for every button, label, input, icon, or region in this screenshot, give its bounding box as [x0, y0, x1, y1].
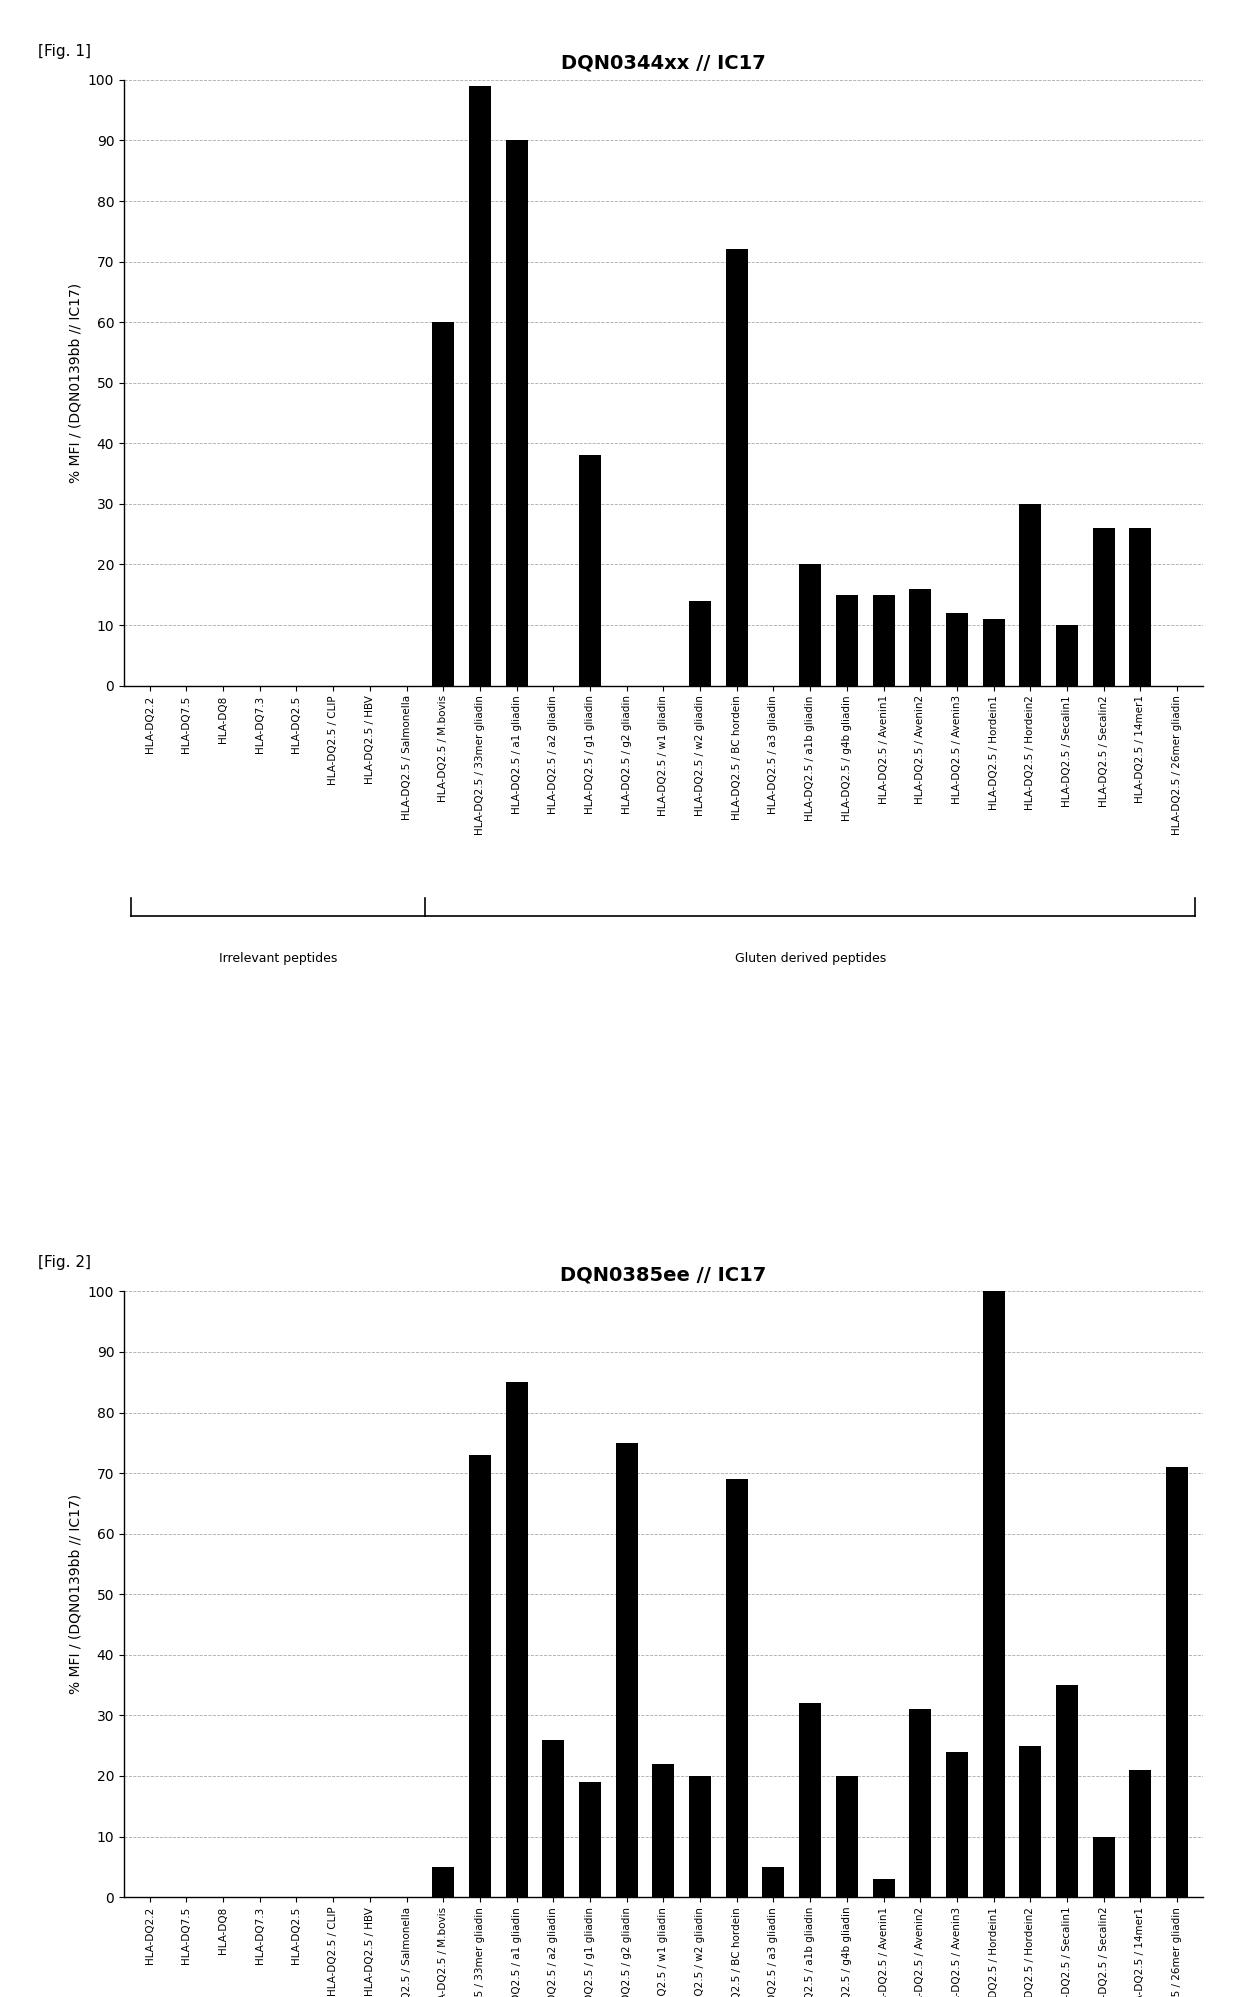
Text: Irrelevant peptides: Irrelevant peptides — [219, 953, 337, 965]
Bar — [909, 589, 931, 685]
Bar — [799, 565, 821, 685]
Text: [Fig. 1]: [Fig. 1] — [37, 44, 91, 58]
Y-axis label: % MFI / (DQN0139bb // IC17): % MFI / (DQN0139bb // IC17) — [68, 1494, 82, 1693]
Bar — [836, 1775, 858, 1897]
Bar — [725, 1480, 748, 1897]
Bar — [836, 595, 858, 685]
Bar — [873, 595, 894, 685]
Bar — [652, 1763, 675, 1897]
Bar — [579, 1781, 601, 1897]
Y-axis label: % MFI / (DQN0139bb // IC17): % MFI / (DQN0139bb // IC17) — [68, 284, 82, 483]
Bar — [469, 1456, 491, 1897]
Bar — [1056, 1685, 1078, 1897]
Bar — [873, 1879, 894, 1897]
Bar — [982, 619, 1004, 685]
Text: Gluten derived peptides: Gluten derived peptides — [734, 953, 885, 965]
Bar — [506, 1382, 528, 1897]
Bar — [616, 1442, 637, 1897]
Bar — [1130, 527, 1152, 685]
Bar — [1019, 503, 1042, 685]
Bar — [689, 1775, 711, 1897]
Bar — [1130, 1769, 1152, 1897]
Bar — [982, 1292, 1004, 1897]
Bar — [542, 1739, 564, 1897]
Bar — [433, 1867, 454, 1897]
Bar — [1166, 1468, 1188, 1897]
Bar — [1092, 527, 1115, 685]
Bar — [946, 1751, 968, 1897]
Bar — [579, 455, 601, 685]
Bar — [322, 1897, 345, 1915]
Bar — [1056, 625, 1078, 685]
Bar — [1019, 1745, 1042, 1897]
Bar — [909, 1709, 931, 1897]
Title: DQN0385ee // IC17: DQN0385ee // IC17 — [560, 1266, 766, 1284]
Bar — [946, 613, 968, 685]
Bar — [763, 1867, 785, 1897]
Bar — [433, 322, 454, 685]
Bar — [689, 601, 711, 685]
Bar — [725, 250, 748, 685]
Bar — [506, 140, 528, 685]
Bar — [799, 1703, 821, 1897]
Bar — [469, 86, 491, 685]
Text: [Fig. 2]: [Fig. 2] — [37, 1254, 91, 1270]
Bar — [1092, 1837, 1115, 1897]
Title: DQN0344xx // IC17: DQN0344xx // IC17 — [560, 54, 766, 72]
